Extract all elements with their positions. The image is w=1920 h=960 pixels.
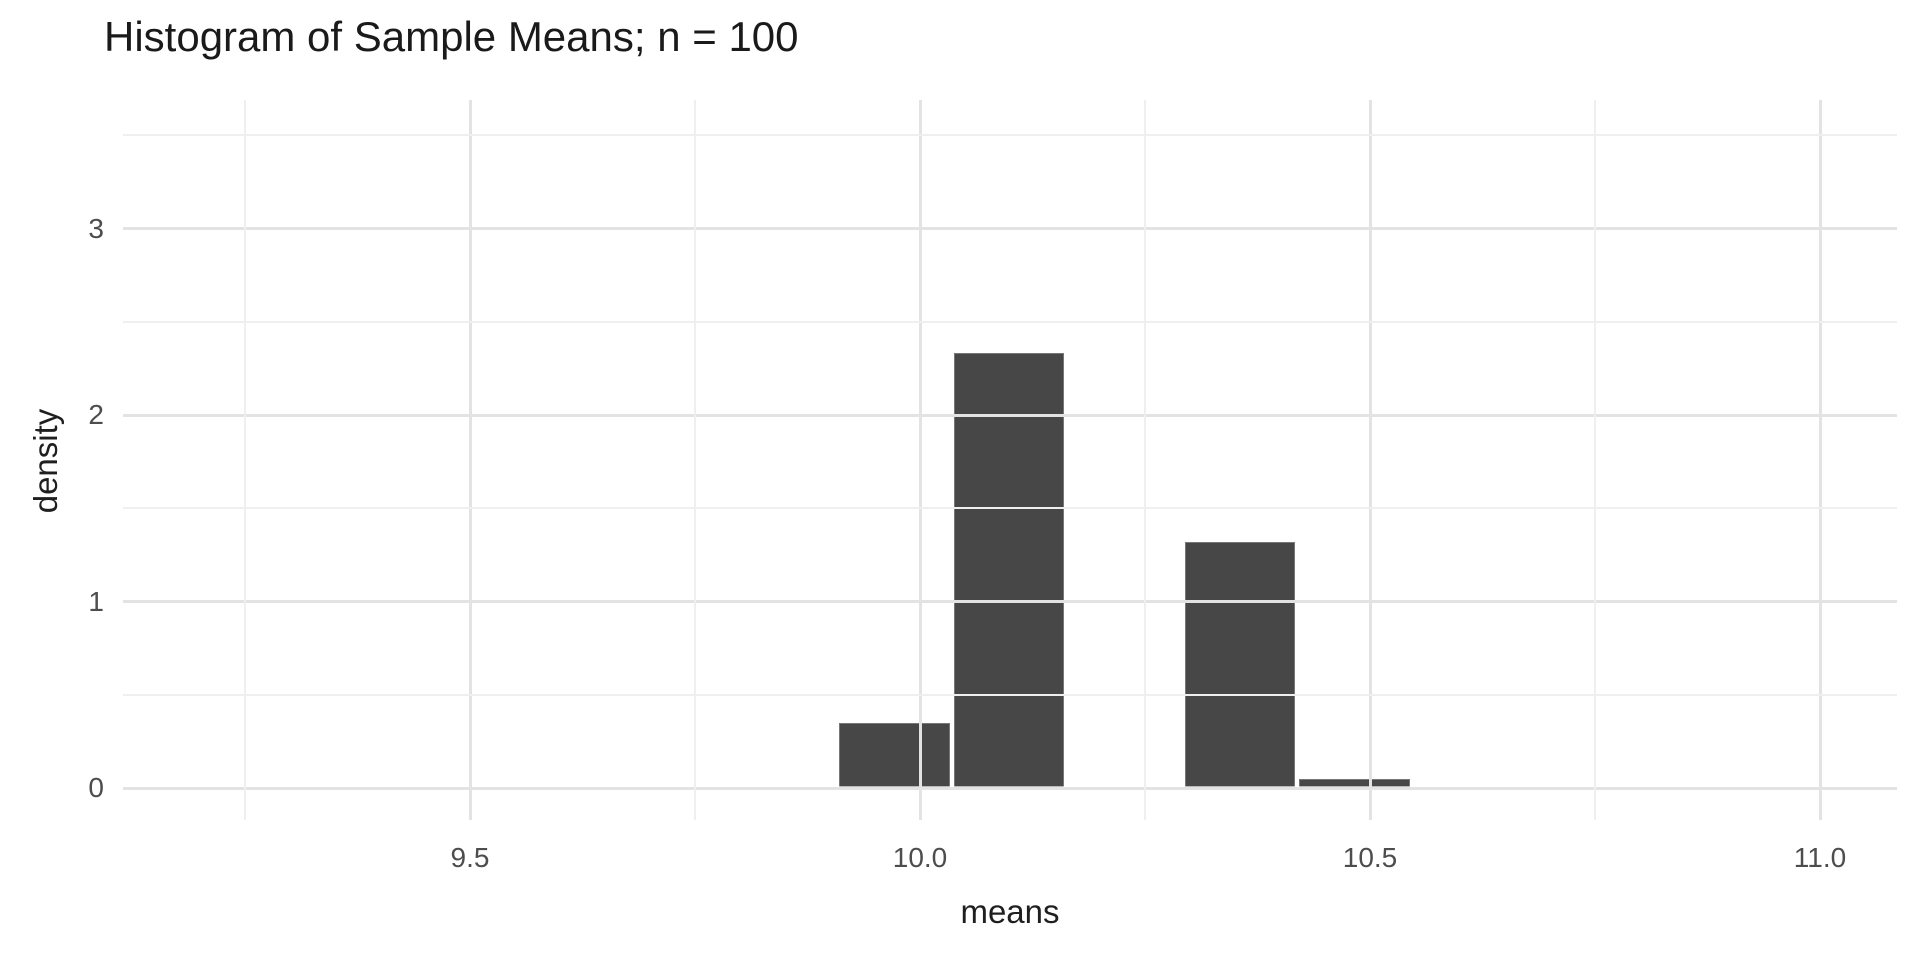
x-gridline-major <box>468 100 472 820</box>
y-axis-title: density <box>27 408 64 514</box>
x-axis-title: means <box>960 893 1060 930</box>
y-gridline-minor <box>123 507 1897 510</box>
y-tick-label: 1 <box>88 585 104 617</box>
y-tick-label: 0 <box>88 772 104 803</box>
y-gridline-major <box>123 413 1897 417</box>
x-gridline-major <box>1818 100 1822 820</box>
x-tick-label: 9.5 <box>450 842 490 873</box>
x-gridline-minor <box>244 100 246 820</box>
x-tick-label: 11.0 <box>1793 842 1847 873</box>
histogram-bar <box>1184 541 1296 789</box>
x-gridline-minor <box>1594 100 1596 820</box>
y-gridline-major <box>123 786 1897 790</box>
histogram-bar <box>839 722 950 789</box>
y-gridline-minor <box>123 320 1897 323</box>
x-tick-label: 10.0 <box>892 842 948 873</box>
x-gridline-minor <box>694 100 696 820</box>
chart-title: Histogram of Sample Means; n = 100 <box>104 13 799 60</box>
x-gridline-major <box>918 100 922 820</box>
y-tick-label: 3 <box>88 212 104 244</box>
x-gridline-major <box>1368 100 1372 820</box>
x-tick-label: 10.5 <box>1342 842 1398 873</box>
x-gridline-minor <box>1144 100 1146 820</box>
y-gridline-major <box>123 600 1897 603</box>
y-tick-label: 2 <box>88 399 104 430</box>
y-gridline-major <box>123 227 1897 230</box>
histogram-bar <box>954 353 1064 789</box>
y-gridline-minor <box>123 134 1897 137</box>
y-gridline-minor <box>123 693 1897 696</box>
